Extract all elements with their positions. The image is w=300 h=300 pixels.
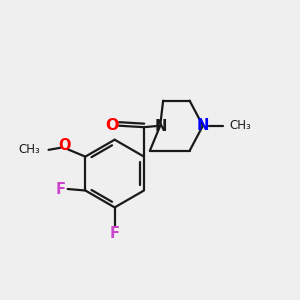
Text: N: N (154, 118, 167, 134)
Text: CH₃: CH₃ (230, 119, 251, 132)
Text: N: N (197, 118, 209, 133)
Text: F: F (55, 182, 65, 196)
Text: CH₃: CH₃ (19, 143, 40, 156)
Text: O: O (58, 138, 71, 153)
Text: O: O (106, 118, 119, 133)
Text: F: F (110, 226, 120, 242)
